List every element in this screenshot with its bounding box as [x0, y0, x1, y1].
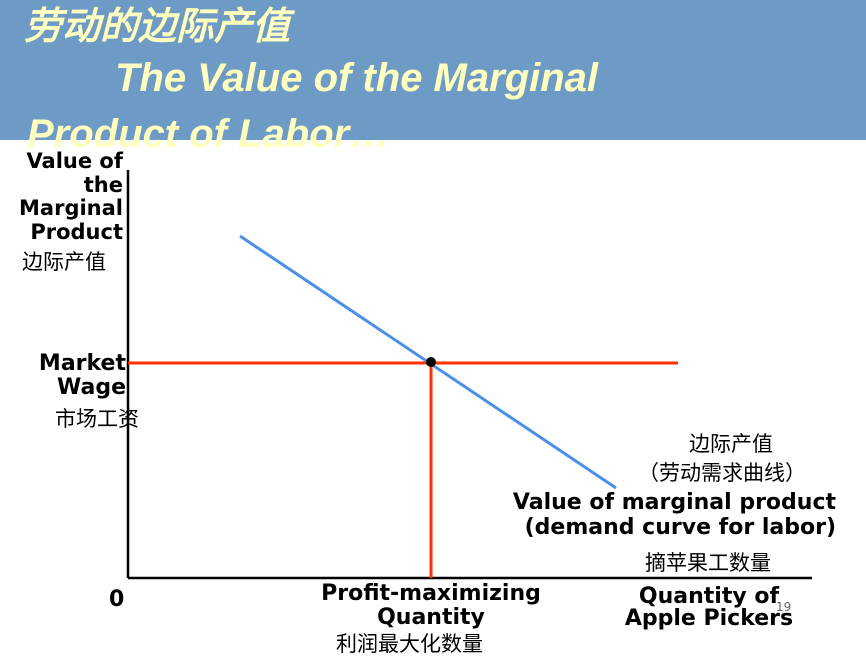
- page-number: 19: [776, 600, 792, 614]
- slide-title-english-line1: The Value of the Marginal: [115, 56, 599, 100]
- y-axis-label: Value of the Marginal Product: [19, 149, 123, 244]
- market-wage-label-chinese: 市场工资: [55, 407, 139, 431]
- curve-label-chinese-1: 边际产值: [689, 432, 773, 456]
- market-wage-label: Market Wage: [38, 351, 126, 401]
- origin-label: 0: [109, 587, 125, 612]
- profit-max-label: Profit-maximizing Quantity: [321, 581, 541, 630]
- curve-label-english: Value of marginal product (demand curve …: [512, 490, 836, 541]
- slide-title-english-line2: Product of Labor…: [27, 112, 390, 156]
- x-axis-label: Quantity of Apple Pickers: [624, 584, 794, 632]
- equilibrium-point: [426, 357, 436, 367]
- curve-label-chinese-2: （劳动需求曲线）: [638, 461, 806, 485]
- x-axis-label-chinese: 摘苹果工数量: [645, 551, 771, 575]
- profit-max-label-chinese: 利润最大化数量: [336, 632, 483, 656]
- slide-title-chinese: 劳动的边际产值: [24, 6, 291, 48]
- y-axis-label-chinese: 边际产值: [22, 250, 106, 274]
- title-banner: [0, 0, 866, 140]
